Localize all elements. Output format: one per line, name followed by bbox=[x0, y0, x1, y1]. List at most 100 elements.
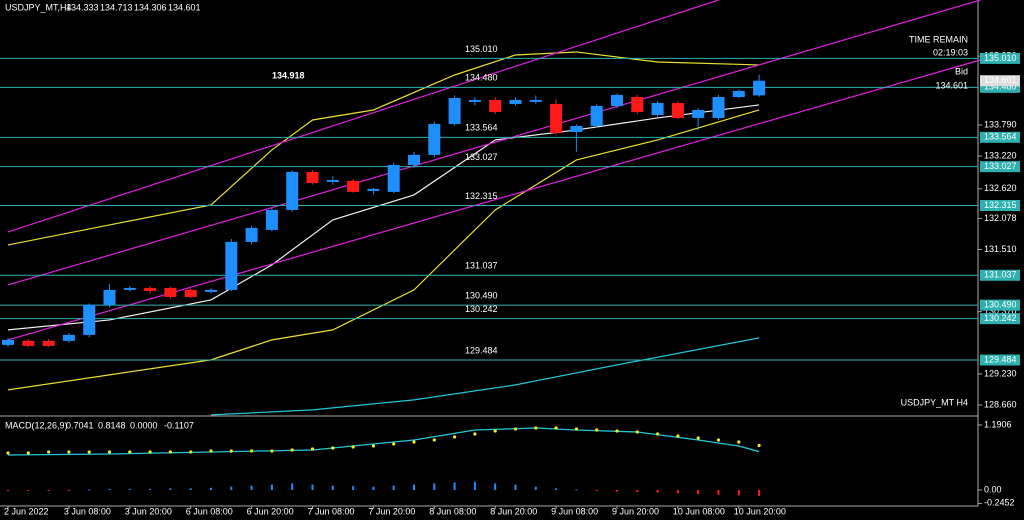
timer-value: 02:19:03 bbox=[933, 47, 968, 57]
candle-body bbox=[489, 99, 502, 112]
indicator-line bbox=[7, 0, 981, 286]
level-axis-label: 129.484 bbox=[984, 354, 1017, 364]
bid-axis-box bbox=[980, 75, 1020, 87]
signal-dot bbox=[26, 451, 30, 455]
histogram-bar bbox=[534, 486, 537, 490]
y-tick-label: 133.790 bbox=[984, 119, 1017, 129]
histogram-bar bbox=[494, 483, 497, 490]
signal-dot bbox=[392, 442, 396, 446]
bid-value: 134.601 bbox=[935, 80, 968, 90]
histogram-bar bbox=[514, 484, 517, 490]
signal-dot bbox=[534, 426, 538, 430]
y-tick-label: 133.220 bbox=[984, 150, 1017, 160]
signal-dot bbox=[615, 429, 619, 433]
signal-dot bbox=[331, 446, 335, 450]
signal-dot bbox=[412, 440, 416, 444]
signal-dot bbox=[290, 448, 294, 452]
histogram-bar bbox=[149, 488, 152, 490]
indicator-line bbox=[7, 51, 760, 246]
x-tick-label: 7 Jun 08:00 bbox=[308, 506, 355, 516]
signal-dot bbox=[473, 432, 477, 436]
histogram-bar bbox=[555, 488, 558, 490]
histogram-bar bbox=[392, 485, 395, 490]
timer-label: TIME REMAIN bbox=[909, 34, 968, 44]
level-axis-box bbox=[980, 131, 1020, 143]
bid-label: Bid bbox=[955, 66, 968, 76]
level-label: 135.010 bbox=[465, 44, 498, 54]
signal-dot bbox=[229, 449, 233, 453]
candle-body bbox=[42, 340, 55, 346]
histogram-bar bbox=[47, 489, 50, 492]
candle-body bbox=[306, 171, 319, 183]
candle-body bbox=[245, 227, 258, 242]
indicator-line bbox=[7, 109, 760, 391]
y-tick-label: 132.620 bbox=[984, 183, 1017, 193]
histogram-bar bbox=[311, 484, 314, 490]
candle-body bbox=[570, 125, 583, 132]
signal-dot bbox=[696, 436, 700, 440]
x-tick-label: 2 Jun 2022 bbox=[4, 506, 49, 516]
signal-dot bbox=[513, 427, 518, 431]
level-axis-label: 134.480 bbox=[984, 82, 1017, 92]
macd-value: 0.7041 bbox=[66, 420, 94, 430]
x-tick-label: 3 Jun 08:00 bbox=[64, 506, 111, 516]
candle-body bbox=[225, 241, 238, 290]
histogram-bar bbox=[697, 489, 700, 495]
indicator-line bbox=[7, 0, 719, 233]
candle-body bbox=[712, 96, 725, 118]
histogram-bar bbox=[250, 485, 253, 490]
signal-dot bbox=[189, 450, 193, 454]
level-axis-box bbox=[980, 299, 1020, 311]
level-axis-label: 132.315 bbox=[984, 200, 1017, 210]
signal-dot bbox=[310, 447, 315, 451]
x-tick-label: 10 Jun 20:00 bbox=[734, 506, 786, 516]
level-axis-box bbox=[980, 200, 1020, 212]
ohlc-value: 134.601 bbox=[168, 2, 201, 12]
bid-axis-label: 134.601 bbox=[984, 75, 1017, 85]
y-tick-label: -0.2452 bbox=[984, 498, 1015, 508]
y-tick-label: 129.230 bbox=[984, 368, 1017, 378]
histogram-bar bbox=[7, 489, 9, 492]
candle-body bbox=[529, 99, 542, 102]
x-tick-label: 3 Jun 20:00 bbox=[125, 506, 172, 516]
x-tick-label: 6 Jun 20:00 bbox=[247, 506, 294, 516]
signal-dot bbox=[676, 434, 680, 438]
level-label: 130.490 bbox=[465, 290, 498, 300]
level-axis-box bbox=[980, 81, 1020, 93]
histogram-bar bbox=[88, 489, 91, 491]
level-axis-box bbox=[980, 52, 1020, 64]
ohlc-value: 134.306 bbox=[134, 2, 167, 12]
x-tick-label: 9 Jun 08:00 bbox=[551, 506, 598, 516]
histogram-bar bbox=[453, 482, 456, 490]
y-tick-label: 0.00 bbox=[984, 484, 1002, 494]
candle-body bbox=[611, 94, 623, 106]
signal-dot bbox=[737, 440, 741, 444]
level-axis-label: 133.564 bbox=[984, 132, 1017, 142]
candle-body bbox=[144, 287, 157, 291]
candle-body bbox=[692, 109, 705, 118]
histogram-bar bbox=[189, 488, 192, 490]
candle-body bbox=[265, 209, 278, 230]
level-axis-label: 133.027 bbox=[984, 161, 1017, 171]
candle-body bbox=[123, 287, 136, 290]
histogram-bar bbox=[27, 489, 30, 492]
signal-dot bbox=[67, 450, 71, 454]
signal-dot bbox=[453, 435, 457, 439]
histogram-bar bbox=[656, 489, 659, 493]
histogram-bar bbox=[433, 483, 436, 490]
level-axis-label: 131.037 bbox=[984, 270, 1017, 280]
histogram-bar bbox=[108, 488, 111, 490]
x-tick-label: 10 Jun 08:00 bbox=[673, 506, 725, 516]
candle-body bbox=[103, 289, 116, 305]
signal-dot bbox=[148, 450, 152, 454]
signal-dot bbox=[757, 443, 761, 448]
candle-body bbox=[468, 99, 481, 102]
level-axis-label: 130.490 bbox=[984, 299, 1017, 309]
candle-body bbox=[651, 102, 664, 115]
level-axis-box bbox=[980, 161, 1020, 173]
ohlc-value: 134.713 bbox=[100, 2, 133, 12]
macd-value: 0.8148 bbox=[98, 420, 126, 430]
level-axis-label: 135.010 bbox=[984, 53, 1017, 63]
signal-dot bbox=[574, 427, 579, 431]
